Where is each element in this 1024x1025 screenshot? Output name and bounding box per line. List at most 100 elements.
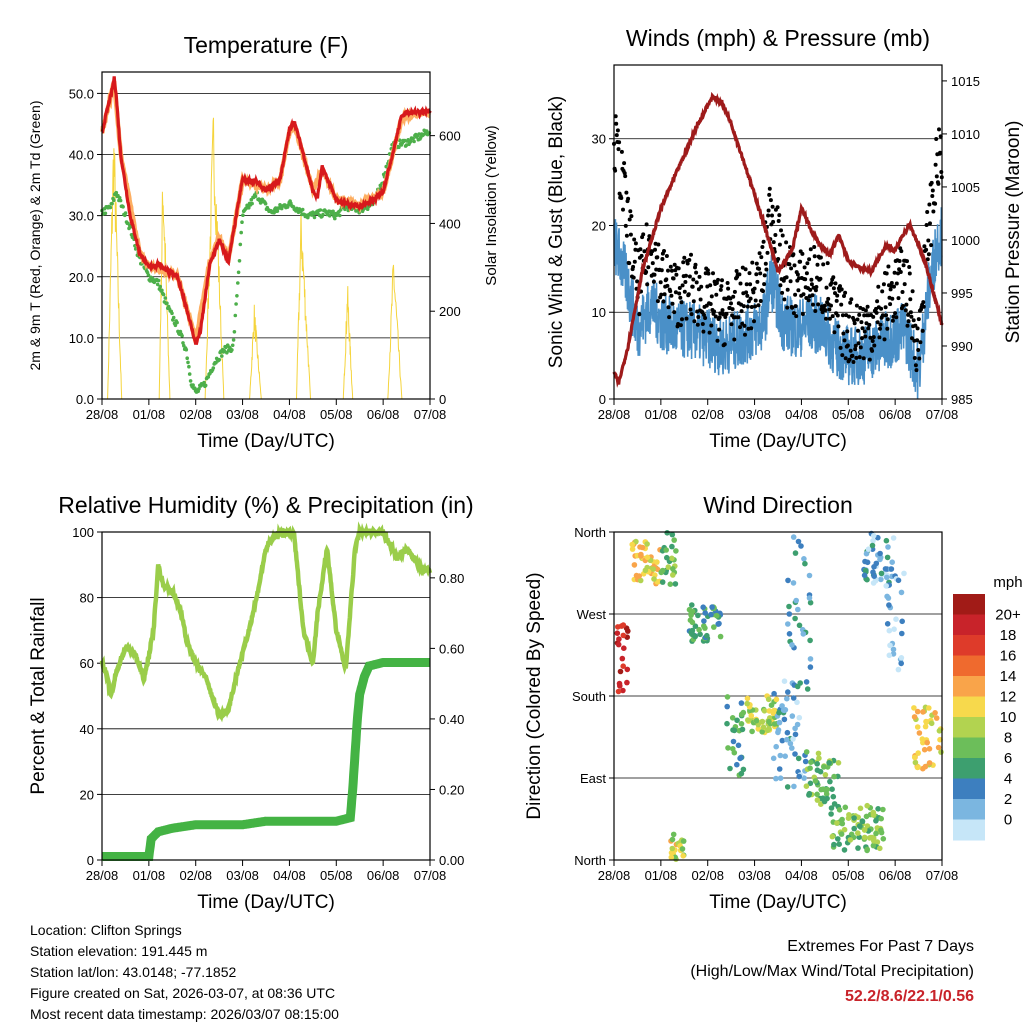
direction-point <box>637 577 644 584</box>
gust-point <box>622 171 627 176</box>
direction-point <box>701 618 707 624</box>
dewpoint-point <box>203 383 208 388</box>
gust-point <box>850 353 855 358</box>
gust-point <box>881 282 886 287</box>
gust-point <box>810 293 815 298</box>
extremes-title: Extremes For Past 7 Days <box>787 938 974 955</box>
gust-point <box>668 264 673 269</box>
gust-point <box>624 190 629 195</box>
direction-point <box>745 717 751 723</box>
gust-series <box>612 114 944 373</box>
direction-point <box>887 642 893 649</box>
gust-point <box>831 286 836 291</box>
x-tick-label: 06/08 <box>879 868 912 883</box>
gust-point <box>827 307 832 312</box>
y-tick-label: 40.0 <box>69 148 94 163</box>
direction-point <box>841 847 848 853</box>
y-axis-label: Sonic Wind & Gust (Blue, Black) <box>546 96 567 368</box>
gust-point <box>714 281 719 285</box>
direction-point <box>665 564 672 570</box>
dewpoint-point <box>118 198 123 203</box>
x-tick-label: 03/08 <box>226 407 259 422</box>
direction-point <box>724 694 731 700</box>
direction-point <box>759 718 766 725</box>
dewpoint-point <box>331 209 335 214</box>
direction-point <box>730 738 737 745</box>
direction-point <box>883 583 889 589</box>
gust-point <box>690 284 695 289</box>
direction-point <box>664 530 670 536</box>
gust-point <box>876 284 881 289</box>
dewpoint-point <box>206 375 211 379</box>
direction-point <box>784 784 791 790</box>
direction-point <box>785 577 791 584</box>
y2-tick-label: 995 <box>951 286 973 301</box>
y-axis-label: 2m & 9m T (Red, Orange) & 2m Td (Green) <box>27 101 43 371</box>
direction-point <box>878 576 884 583</box>
dewpoint-point <box>237 259 242 263</box>
dewpoint-point <box>178 329 183 334</box>
gust-point <box>867 357 872 362</box>
gust-point <box>718 287 723 292</box>
x-tick-label: 03/08 <box>738 407 771 422</box>
direction-point <box>889 559 895 565</box>
wind-series <box>613 207 943 400</box>
gust-point <box>682 289 687 294</box>
direction-point <box>834 820 840 826</box>
direction-point <box>771 707 777 714</box>
direction-point <box>922 763 929 770</box>
gust-point <box>857 312 862 317</box>
y-tick-label: 0 <box>599 392 606 407</box>
direction-point <box>644 554 651 561</box>
direction-point <box>670 566 676 572</box>
gust-point <box>694 280 699 285</box>
gust-point <box>756 303 761 308</box>
direction-point <box>796 714 803 721</box>
x-axis-label: Time (Day/UTC) <box>197 892 335 913</box>
gust-point <box>672 310 677 315</box>
direction-point <box>716 620 722 627</box>
dewpoint-point <box>338 213 342 218</box>
gust-point <box>788 279 793 284</box>
direction-point <box>792 550 799 556</box>
direction-point <box>734 761 740 768</box>
dewpoint-point <box>103 211 108 216</box>
gust-point <box>632 259 637 264</box>
gust-point <box>706 271 711 276</box>
gust-point <box>711 271 715 276</box>
gust-point <box>913 363 918 368</box>
dewpoint-point <box>191 383 195 387</box>
gust-point <box>662 292 667 297</box>
gust-point <box>835 313 840 318</box>
gust-point <box>937 127 941 132</box>
gust-point <box>748 296 753 301</box>
direction-point <box>802 758 809 765</box>
gust-point <box>695 322 700 327</box>
gust-point <box>709 323 714 328</box>
direction-point <box>884 574 890 581</box>
direction-point <box>859 818 866 825</box>
gust-point <box>671 276 676 281</box>
gust-point <box>613 114 618 119</box>
gust-point <box>827 316 832 321</box>
direction-point <box>884 554 891 561</box>
dewpoint-series <box>100 128 432 394</box>
direction-point <box>790 695 797 701</box>
direction-point <box>794 721 801 728</box>
precipitation-line <box>102 658 430 861</box>
direction-point <box>820 795 826 801</box>
gust-point <box>766 208 771 213</box>
direction-point <box>806 790 813 797</box>
x-tick-label: 02/08 <box>179 868 212 883</box>
direction-point <box>669 531 676 538</box>
direction-point <box>748 712 755 719</box>
gust-point <box>700 322 705 326</box>
direction-point <box>870 809 877 816</box>
direction-point <box>669 836 676 843</box>
gust-point <box>621 207 625 212</box>
gust-point <box>759 255 764 260</box>
gust-point <box>808 247 813 252</box>
gust-point <box>915 338 920 343</box>
direction-point <box>680 838 687 844</box>
